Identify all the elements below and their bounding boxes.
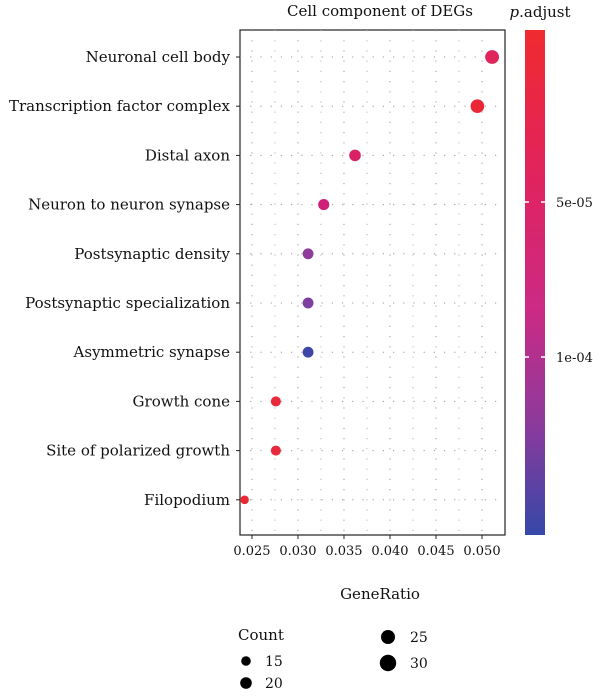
colorbar-title-rest: .adjust: [519, 3, 570, 21]
size-legend-dot-30: [379, 654, 397, 672]
data-point: [240, 495, 249, 505]
data-point: [470, 99, 485, 114]
y-axis-label: Distal axon: [145, 146, 230, 164]
data-point: [302, 297, 314, 309]
x-axis-ticks: 0.025 0.030 0.035 0.040 0.045 0.050: [233, 535, 501, 559]
x-tick-label: 0.040: [371, 544, 408, 559]
data-point: [270, 445, 281, 456]
size-legend-dot-25: [381, 630, 395, 644]
chart-title: Cell component of DEGs: [287, 2, 473, 20]
x-tick-label: 0.035: [325, 544, 362, 559]
y-axis-label: Asymmetric synapse: [73, 343, 231, 361]
colorbar-title-italic: p: [510, 3, 520, 21]
colorbar: [525, 30, 545, 535]
x-axis-title: GeneRatio: [340, 585, 420, 603]
x-tick-label: 0.030: [279, 544, 316, 559]
colorbar-label-5e-05: 5e-05: [556, 196, 593, 211]
colorbar-label-1e-04: 1e-04: [556, 351, 593, 366]
y-axis-label: Transcription factor complex: [9, 97, 231, 115]
x-tick-label: 0.050: [463, 544, 500, 559]
size-legend-label-15: 15: [265, 654, 283, 670]
colorbar-title: p.adjust: [510, 3, 571, 21]
data-point: [302, 346, 314, 358]
plot-frame: [239, 29, 506, 536]
y-axis-label: Postsynaptic density: [74, 245, 230, 263]
data-point: [318, 199, 330, 211]
size-legend-dot-15: [241, 656, 251, 666]
size-legend-dot-20: [240, 677, 252, 689]
size-legend-title: Count: [238, 626, 284, 644]
size-legend-label-25: 25: [410, 630, 428, 646]
data-point: [302, 248, 314, 260]
size-legend-label-30: 30: [410, 656, 428, 672]
x-tick-label: 0.045: [417, 544, 454, 559]
data-point: [270, 396, 281, 407]
y-axis-label: Site of polarized growth: [46, 442, 230, 460]
y-axis-label: Neuron to neuron synapse: [28, 196, 230, 214]
y-axis-label: Filopodium: [144, 491, 230, 509]
y-axis-label: Growth cone: [133, 392, 231, 410]
y-axis-label: Neuronal cell body: [86, 48, 231, 66]
data-point: [485, 50, 500, 64]
y-axis-labels: Neuronal cell body Transcription factor c…: [9, 48, 240, 509]
data-point: [349, 149, 361, 162]
size-legend-label-20: 20: [265, 676, 283, 692]
x-tick-label: 0.025: [233, 544, 270, 559]
data-points: [240, 50, 500, 505]
y-axis-label: Postsynaptic specialization: [25, 294, 230, 312]
